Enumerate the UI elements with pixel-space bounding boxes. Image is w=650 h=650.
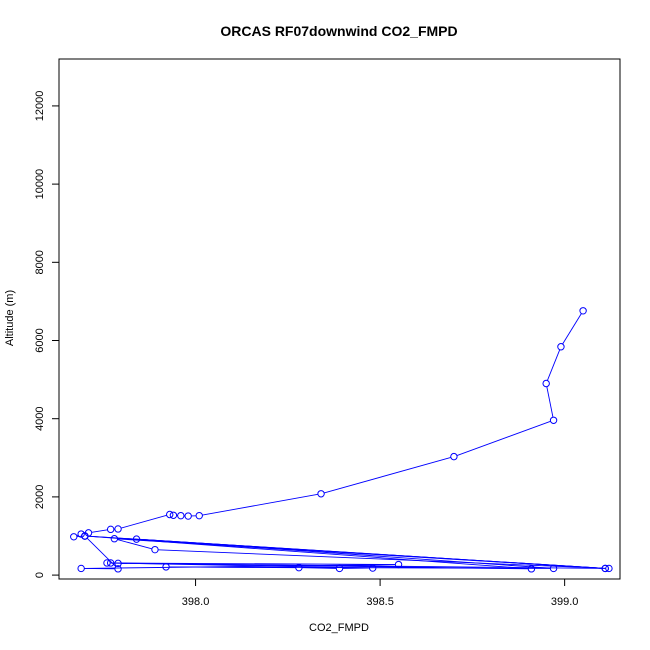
y-axis-label: Altitude (m): [4, 290, 16, 346]
data-point: [317, 490, 325, 498]
series-segment: [121, 514, 167, 529]
x-tick-label: 398.5: [366, 596, 394, 608]
chart-title: ORCAS RF07downwind CO2_FMPD: [220, 23, 457, 39]
x-axis-label: CO2_FMPD: [309, 622, 369, 634]
series-segment: [110, 562, 396, 565]
series-segment: [456, 420, 551, 456]
data-point: [77, 530, 85, 538]
data-point: [114, 565, 122, 573]
series-segment: [87, 535, 529, 570]
data-point: [70, 533, 78, 541]
data-point: [77, 564, 85, 573]
data-point: [151, 545, 159, 554]
data-point: [106, 525, 115, 534]
data-point: [103, 559, 111, 567]
x-tick-label: 398.0: [182, 596, 210, 608]
plot-frame: [58, 58, 621, 580]
data-point: [549, 564, 558, 573]
y-tick-label: 4000: [34, 406, 46, 430]
data-point: [369, 564, 377, 572]
data-point: [605, 564, 613, 573]
series-segment: [139, 538, 603, 569]
series-segment: [139, 538, 551, 569]
series-segment: [302, 567, 337, 569]
data-point: [601, 564, 609, 573]
series-segment: [202, 493, 318, 516]
series-segment: [324, 457, 451, 494]
data-point: [394, 560, 403, 569]
data-point: [114, 559, 122, 568]
data-point: [177, 511, 185, 520]
data-point: [549, 416, 558, 424]
y-tick-label: 0: [34, 572, 46, 578]
data-point: [106, 559, 115, 567]
y-tick-label: 2000: [34, 485, 46, 509]
series-segment: [110, 562, 370, 569]
series-segment: [86, 537, 117, 567]
data-point: [162, 563, 170, 571]
data-point: [295, 563, 303, 572]
data-point: [542, 379, 550, 388]
data-point: [114, 525, 122, 533]
data-point: [335, 564, 344, 573]
data-point: [81, 532, 89, 540]
y-axis: 0 2000 4000 6000 8000 10000 12000: [34, 91, 60, 578]
data-point: [169, 511, 178, 519]
data-point: [450, 452, 458, 461]
data-point: [110, 535, 119, 543]
series-segment: [562, 313, 582, 345]
data-point: [132, 535, 141, 543]
data-point: [527, 565, 536, 573]
series-segment: [91, 529, 108, 533]
data-point: [166, 510, 174, 519]
data-point: [557, 343, 565, 351]
series-segment: [84, 564, 396, 569]
y-tick-label: 10000: [34, 169, 46, 200]
x-axis: 398.0 398.5 399.0: [182, 578, 579, 608]
data-point: [579, 307, 587, 315]
data-point: [195, 511, 203, 520]
y-tick-label: 12000: [34, 91, 46, 122]
series-segment: [546, 349, 561, 381]
data-point: [184, 512, 192, 520]
x-tick-label: 399.0: [551, 596, 579, 608]
series-layer: [70, 307, 613, 573]
y-tick-label: 6000: [34, 328, 46, 352]
series-segment: [117, 539, 152, 550]
series-segment: [546, 386, 554, 418]
y-tick-label: 8000: [34, 250, 46, 274]
